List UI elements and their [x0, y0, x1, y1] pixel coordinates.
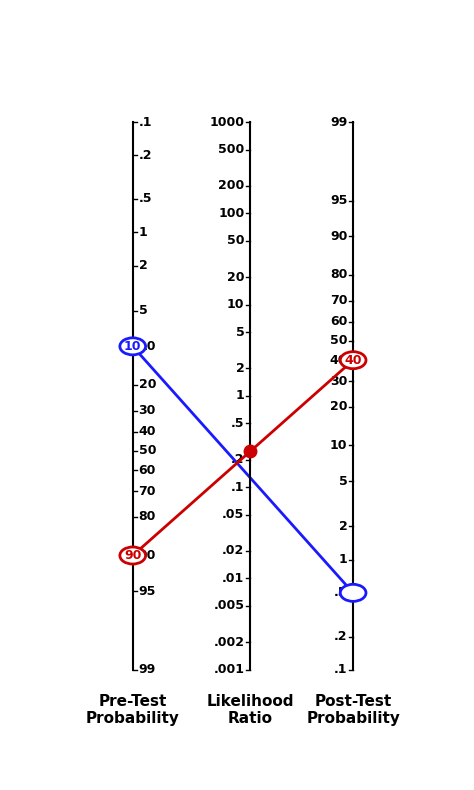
- Text: 1000: 1000: [210, 115, 245, 129]
- Text: 50: 50: [138, 445, 156, 457]
- Text: 500: 500: [218, 143, 245, 156]
- Ellipse shape: [120, 547, 146, 564]
- Text: .5: .5: [334, 586, 347, 600]
- Text: 80: 80: [138, 510, 156, 524]
- Text: 2: 2: [236, 362, 245, 375]
- Text: 1: 1: [138, 226, 147, 239]
- Text: Post-Test
Probability: Post-Test Probability: [306, 694, 400, 726]
- Text: 2: 2: [338, 520, 347, 532]
- Text: .002: .002: [213, 636, 245, 649]
- Text: 20: 20: [330, 401, 347, 413]
- Text: .05: .05: [222, 508, 245, 521]
- Text: .5: .5: [138, 193, 152, 205]
- Text: .1: .1: [231, 480, 245, 494]
- Text: 5: 5: [138, 304, 147, 318]
- Text: 30: 30: [330, 374, 347, 388]
- Text: 95: 95: [330, 194, 347, 207]
- Text: 20: 20: [138, 378, 156, 391]
- Text: 10: 10: [330, 439, 347, 452]
- Text: 10: 10: [138, 340, 156, 353]
- Text: 99: 99: [138, 663, 156, 676]
- Ellipse shape: [340, 352, 366, 369]
- Text: .1: .1: [138, 115, 152, 129]
- Text: .005: .005: [213, 600, 245, 612]
- Text: 100: 100: [218, 207, 245, 220]
- Text: .01: .01: [222, 572, 245, 585]
- Text: 50: 50: [330, 334, 347, 348]
- Text: 2: 2: [138, 259, 147, 273]
- Text: 99: 99: [330, 115, 347, 129]
- Ellipse shape: [120, 338, 146, 355]
- Text: .2: .2: [334, 630, 347, 643]
- Text: Likelihood
Ratio: Likelihood Ratio: [207, 694, 294, 726]
- Text: Pre-Test
Probability: Pre-Test Probability: [86, 694, 180, 726]
- Text: .1: .1: [334, 663, 347, 676]
- Text: .02: .02: [222, 544, 245, 558]
- Text: 40: 40: [138, 425, 156, 438]
- Text: 95: 95: [138, 585, 156, 597]
- Text: 10: 10: [124, 340, 141, 353]
- Text: 90: 90: [124, 549, 141, 562]
- Text: 80: 80: [330, 269, 347, 281]
- Text: .001: .001: [213, 663, 245, 676]
- Text: 30: 30: [138, 404, 156, 417]
- Text: 200: 200: [218, 179, 245, 193]
- Text: 5: 5: [236, 325, 245, 339]
- Text: 10: 10: [227, 298, 245, 311]
- Text: 60: 60: [330, 315, 347, 328]
- Text: 70: 70: [138, 485, 156, 498]
- Text: 1: 1: [338, 553, 347, 566]
- Text: 40: 40: [345, 354, 362, 367]
- Text: 70: 70: [330, 294, 347, 307]
- Text: 20: 20: [227, 271, 245, 284]
- Text: 5: 5: [338, 475, 347, 487]
- Text: .2: .2: [231, 453, 245, 466]
- Text: 60: 60: [138, 464, 156, 476]
- Text: 40: 40: [330, 354, 347, 367]
- Text: 1: 1: [236, 389, 245, 402]
- Text: 90: 90: [330, 230, 347, 243]
- Ellipse shape: [340, 585, 366, 601]
- Text: .2: .2: [138, 149, 152, 162]
- Text: .5: .5: [231, 417, 245, 430]
- Text: 90: 90: [138, 549, 156, 562]
- Text: 50: 50: [227, 235, 245, 247]
